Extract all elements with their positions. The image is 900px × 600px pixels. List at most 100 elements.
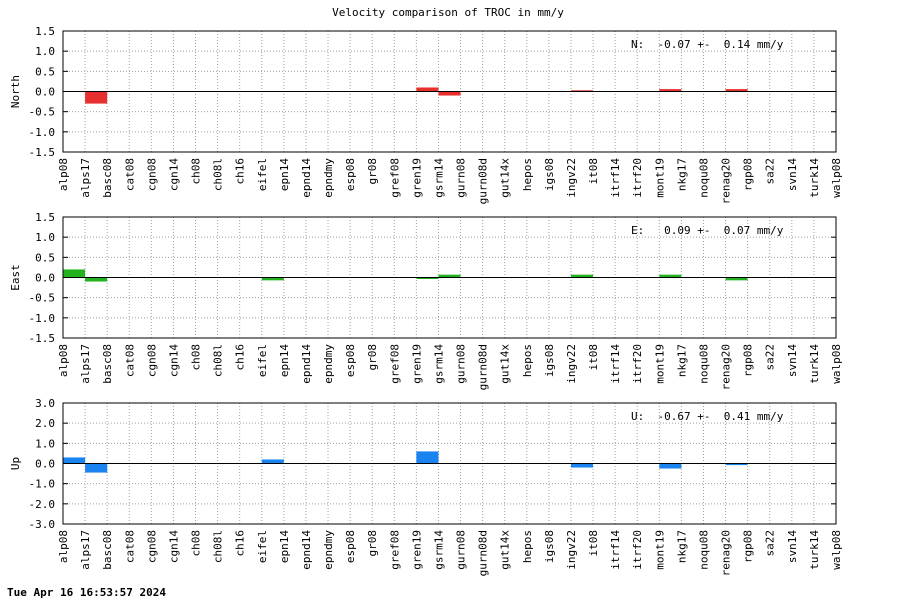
x-tick-label: eifel	[256, 158, 269, 191]
x-tick-label: epn14	[278, 530, 291, 563]
x-tick-label: epnd14	[300, 530, 313, 570]
x-tick-label: gren19	[410, 344, 423, 384]
x-tick-label: cgn14	[167, 158, 180, 191]
y-tick-label: -1.5	[29, 332, 56, 345]
x-tick-label: nkg17	[675, 158, 688, 191]
x-tick-label: ch08l	[212, 530, 225, 563]
y-tick-label: -1.0	[29, 126, 56, 139]
x-tick-label: cat08	[123, 344, 136, 377]
x-tick-label: gsrm14	[432, 530, 445, 570]
x-tick-label: epndmy	[322, 158, 335, 198]
x-tick-label: rgp08	[742, 344, 755, 377]
bar-gren19	[416, 277, 439, 279]
x-tick-label: mont19	[653, 158, 666, 198]
x-tick-label: walp08	[830, 344, 843, 384]
x-tick-label: mont19	[653, 530, 666, 570]
x-tick-label: renag20	[720, 344, 733, 390]
bar-mont19	[659, 89, 682, 92]
x-tick-label: esp08	[344, 158, 357, 191]
x-tick-label: cgn14	[167, 530, 180, 563]
y-tick-label: 1.0	[35, 231, 55, 244]
bar-alps17	[85, 463, 108, 473]
bar-alp08	[63, 457, 86, 464]
bar-gsrm14	[438, 274, 461, 278]
x-tick-label: it08	[587, 344, 600, 371]
x-tick-label: gut14x	[499, 530, 512, 570]
x-tick-label: gurn08	[455, 530, 468, 570]
x-tick-label: epnd14	[300, 158, 313, 198]
x-tick-label: nkg17	[675, 530, 688, 563]
bar-alps17	[85, 277, 108, 282]
x-tick-label: hepos	[521, 530, 534, 563]
x-tick-label: noqu08	[697, 344, 710, 384]
x-tick-label: gref08	[388, 344, 401, 384]
x-tick-label: gurn08	[455, 158, 468, 198]
x-tick-label: gr08	[366, 530, 379, 557]
x-tick-label: itrf20	[631, 158, 644, 198]
y-tick-label: -3.0	[29, 518, 56, 531]
y-axis-label: Up	[9, 457, 22, 470]
x-tick-label: basc08	[101, 344, 114, 384]
y-tick-label: 0.5	[35, 65, 55, 78]
y-tick-label: -1.5	[29, 146, 56, 159]
chart-title: Velocity comparison of TROC in mm/y	[332, 6, 564, 19]
x-tick-label: esp08	[344, 344, 357, 377]
x-tick-label: basc08	[101, 158, 114, 198]
x-tick-label: gut14x	[499, 158, 512, 198]
x-tick-label: gref08	[388, 158, 401, 198]
y-tick-label: -1.0	[29, 478, 56, 491]
x-tick-label: eifel	[256, 530, 269, 563]
bar-gren19	[416, 87, 439, 92]
x-tick-label: svn14	[786, 158, 799, 191]
x-tick-label: gurn08d	[477, 530, 490, 576]
y-tick-label: 2.0	[35, 417, 55, 430]
x-tick-label: alp08	[57, 158, 70, 191]
y-tick-label: 1.5	[35, 211, 55, 224]
x-tick-label: alps17	[79, 530, 92, 570]
x-tick-label: cgn08	[145, 344, 158, 377]
x-tick-label: turk14	[808, 158, 821, 198]
bar-renag20	[725, 277, 748, 281]
bar-eifel	[261, 459, 284, 464]
velocity-annotation: N: -0.07 +- 0.14 mm/y	[631, 38, 784, 51]
x-tick-label: igs08	[543, 530, 556, 563]
x-tick-label: ch16	[234, 158, 247, 185]
x-tick-label: sa22	[764, 344, 777, 371]
x-tick-label: itrf14	[609, 158, 622, 198]
y-axis-label: North	[9, 75, 22, 108]
x-tick-label: ch16	[234, 530, 247, 557]
x-tick-label: cat08	[123, 530, 136, 563]
x-tick-label: gut14x	[499, 344, 512, 384]
x-tick-label: rgp08	[742, 158, 755, 191]
bar-renag20	[725, 89, 748, 92]
x-tick-label: gren19	[410, 158, 423, 198]
x-tick-label: renag20	[720, 530, 733, 576]
x-tick-label: cgn08	[145, 530, 158, 563]
x-tick-label: hepos	[521, 344, 534, 377]
plot-frame	[62, 216, 837, 339]
x-tick-label: gr08	[366, 158, 379, 185]
x-tick-label: sa22	[764, 530, 777, 557]
x-tick-label: gren19	[410, 530, 423, 570]
x-tick-label: itrf14	[609, 344, 622, 384]
bar-gsrm14	[438, 91, 461, 96]
x-tick-label: epn14	[278, 344, 291, 377]
x-tick-label: esp08	[344, 530, 357, 563]
velocity-annotation: U: -0.67 +- 0.41 mm/y	[631, 410, 784, 423]
bar-renag20	[725, 463, 748, 466]
x-tick-label: it08	[587, 158, 600, 185]
x-tick-label: svn14	[786, 344, 799, 377]
x-tick-label: igs08	[543, 158, 556, 191]
bar-ingv22	[570, 463, 594, 468]
plot-frame	[62, 30, 837, 153]
y-tick-label: -2.0	[29, 498, 56, 511]
x-tick-label: walp08	[830, 158, 843, 198]
bar-gren19	[416, 451, 439, 464]
x-tick-label: nkg17	[675, 344, 688, 377]
x-tick-label: alps17	[79, 158, 92, 198]
timestamp: Tue Apr 16 16:53:57 2024	[7, 586, 166, 599]
